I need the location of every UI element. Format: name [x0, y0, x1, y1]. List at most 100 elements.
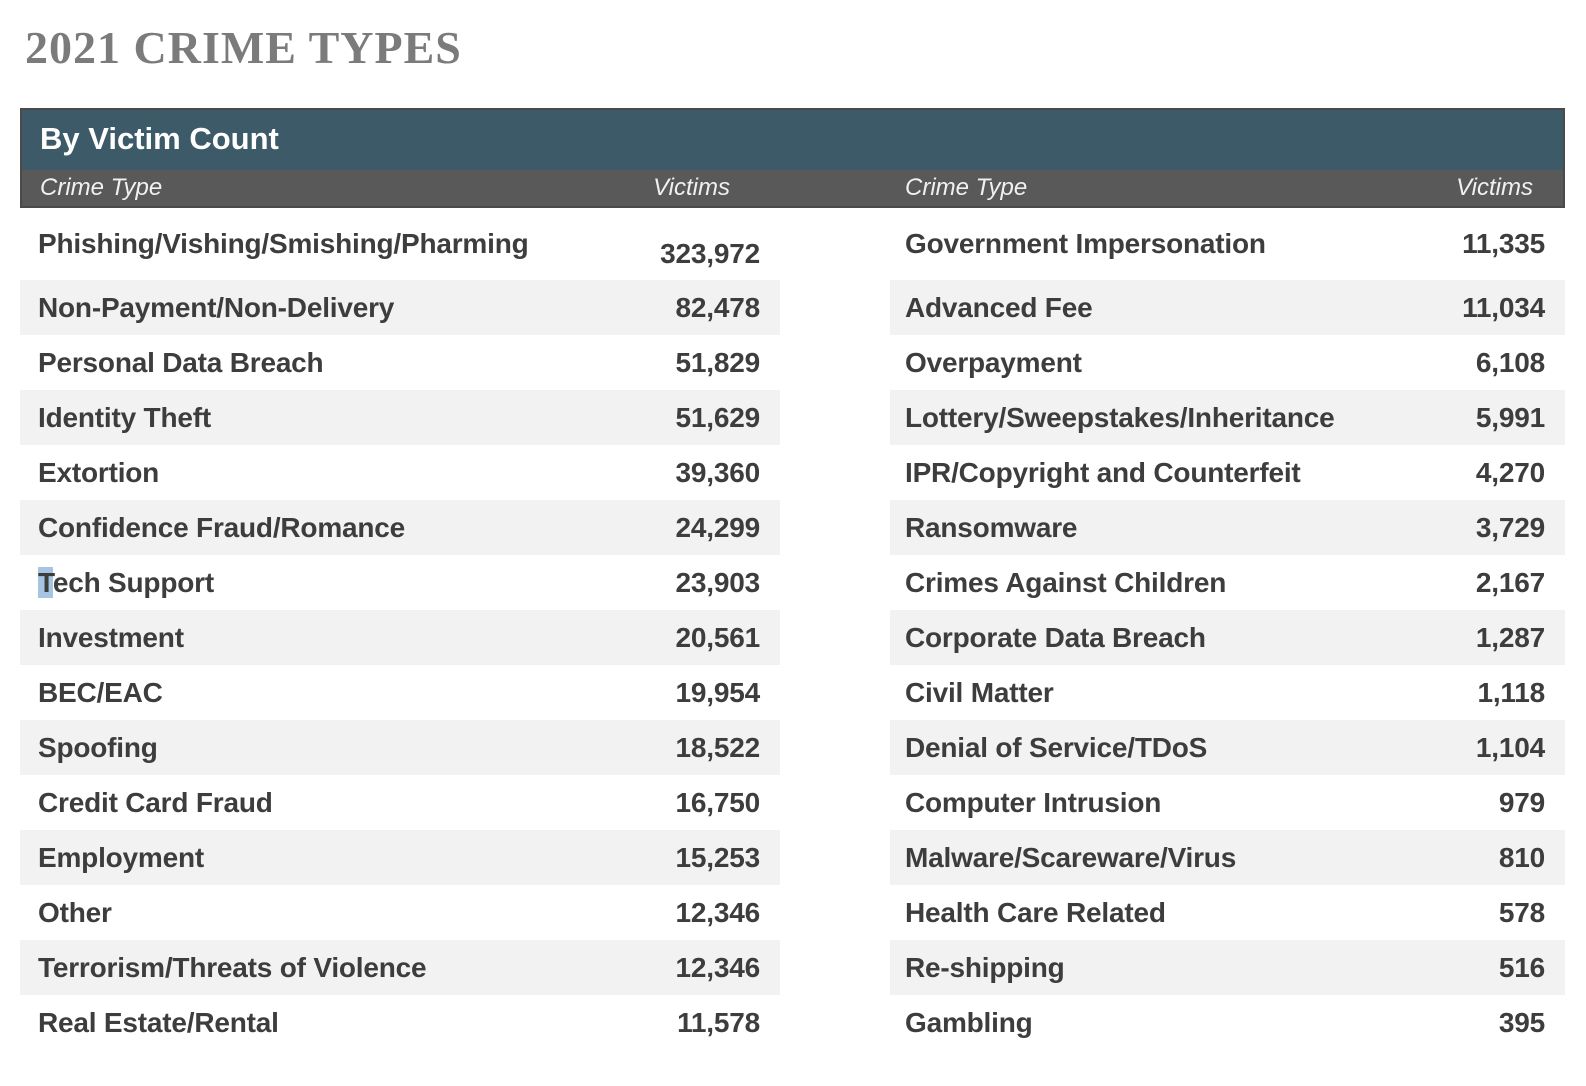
table-row: Health Care Related 578 [890, 885, 1565, 940]
victims-cell: 39,360 [675, 456, 761, 488]
crime-type-cell: Extortion [38, 456, 160, 488]
victims-cell: 810 [1498, 841, 1545, 873]
table-row: Overpayment 6,108 [890, 335, 1565, 390]
crime-type-cell: Advanced Fee [905, 291, 1093, 323]
crime-type-cell: Real Estate/Rental [38, 1006, 279, 1038]
crime-type-cell: Overpayment [905, 346, 1082, 378]
crime-type-cell: Lottery/Sweepstakes/Inheritance [905, 401, 1335, 433]
crime-type-cell: Investment [38, 621, 184, 653]
victims-cell: 2,167 [1475, 566, 1545, 598]
table-row: Tech Support 23,903 [20, 555, 780, 610]
victims-cell: 16,750 [675, 786, 761, 818]
victims-cell: 323,972 [660, 238, 760, 269]
crime-type-header-left: Crime Type [40, 174, 163, 201]
victims-cell: 6,108 [1475, 346, 1545, 378]
table-row: Advanced Fee 11,034 [890, 280, 1565, 335]
crime-type-cell: Gambling [905, 1006, 1033, 1038]
victims-cell: 12,346 [675, 896, 761, 928]
victims-cell: 1,118 [1477, 676, 1545, 708]
victims-cell: 11,578 [677, 1006, 760, 1038]
victims-cell: 395 [1498, 1006, 1545, 1038]
crime-type-cell: BEC/EAC [38, 676, 163, 708]
victims-cell: 979 [1498, 786, 1545, 818]
table-row: Crimes Against Children 2,167 [890, 555, 1565, 610]
right-column-headers: Crime Type Victims [890, 174, 1563, 202]
victims-cell: 11,335 [1462, 228, 1545, 259]
victims-cell: 3,729 [1475, 511, 1545, 543]
table-banner: By Victim Count [22, 110, 1563, 170]
column-header-row: Crime Type Victims Crime Type Victims [22, 170, 1563, 206]
crime-type-cell: Credit Card Fraud [38, 786, 273, 818]
crime-type-cell: Malware/Scareware/Virus [905, 841, 1237, 873]
victims-cell: 24,299 [675, 511, 761, 543]
crime-type-cell: Government Impersonation [905, 228, 1266, 259]
table-row: Employment 15,253 [20, 830, 780, 885]
crime-type-cell: Ransomware [905, 511, 1078, 543]
table-row: Lottery/Sweepstakes/Inheritance 5,991 [890, 390, 1565, 445]
crime-type-cell: Computer Intrusion [905, 786, 1162, 818]
right-table-column: Government Impersonation 11,335 Advanced F… [890, 208, 1565, 1050]
victims-cell: 82,478 [675, 291, 761, 323]
table-row: BEC/EAC 19,954 [20, 665, 780, 720]
victims-header-right: Victims [1456, 174, 1533, 201]
victims-cell: 1,104 [1475, 731, 1545, 763]
crime-type-cell: Identity Theft [38, 401, 211, 433]
crime-type-cell: Other [38, 896, 112, 928]
victims-cell: 19,954 [675, 676, 761, 708]
table-row: Civil Matter 1,118 [890, 665, 1565, 720]
table-row: Credit Card Fraud 16,750 [20, 775, 780, 830]
table-row: Ransomware 3,729 [890, 500, 1565, 555]
table-row: Investment 20,561 [20, 610, 780, 665]
table-row: IPR/Copyright and Counterfeit 4,270 [890, 445, 1565, 500]
page-title: 2021 CRIME TYPES [25, 22, 462, 73]
table-row: Non-Payment/Non-Delivery 82,478 [20, 280, 780, 335]
victims-cell: 12,346 [675, 951, 761, 983]
crime-type-cell: Personal Data Breach [38, 346, 324, 378]
victims-cell: 578 [1498, 896, 1545, 928]
victims-cell: 18,522 [675, 731, 761, 763]
table-row: Phishing/Vishing/Smishing/Pharming 323,97… [20, 208, 780, 280]
crime-type-cell: IPR/Copyright and Counterfeit [905, 456, 1301, 488]
table-row: Confidence Fraud/Romance 24,299 [20, 500, 780, 555]
text-selection-highlight: T [38, 566, 53, 598]
table-row: Personal Data Breach 51,829 [20, 335, 780, 390]
crime-type-cell: Confidence Fraud/Romance [38, 511, 406, 543]
table-row: Denial of Service/TDoS 1,104 [890, 720, 1565, 775]
crime-type-cell: Phishing/Vishing/Smishing/Pharming [38, 228, 529, 259]
victims-cell: 15,253 [675, 841, 761, 873]
table-row: Gambling 395 [890, 995, 1565, 1050]
table-row: Spoofing 18,522 [20, 720, 780, 775]
crime-type-cell: Re-shipping [905, 951, 1065, 983]
victims-cell: 5,991 [1475, 401, 1545, 433]
crime-type-cell: Corporate Data Breach [905, 621, 1206, 653]
crime-type-cell: Civil Matter [905, 676, 1054, 708]
table-row: Malware/Scareware/Virus 810 [890, 830, 1565, 885]
victims-cell: 23,903 [675, 566, 761, 598]
victims-cell: 20,561 [675, 621, 761, 653]
left-column-headers: Crime Type Victims [22, 174, 780, 202]
victims-cell: 516 [1498, 951, 1545, 983]
table-row: Real Estate/Rental 11,578 [20, 995, 780, 1050]
table-row: Corporate Data Breach 1,287 [890, 610, 1565, 665]
crime-type-cell: Non-Payment/Non-Delivery [38, 291, 395, 323]
crime-type-cell: Terrorism/Threats of Violence [38, 951, 427, 983]
victims-cell: 4,270 [1475, 456, 1545, 488]
crime-type-cell: Spoofing [38, 731, 158, 763]
crime-type-cell: Health Care Related [905, 896, 1166, 928]
table-row: Computer Intrusion 979 [890, 775, 1565, 830]
victim-count-table: By Victim Count Crime Type Victims Crime… [20, 108, 1565, 1050]
table-row: Extortion 39,360 [20, 445, 780, 500]
table-header-block: By Victim Count Crime Type Victims Crime… [20, 108, 1565, 208]
table-row: Re-shipping 516 [890, 940, 1565, 995]
table-row: Other 12,346 [20, 885, 780, 940]
victims-cell: 51,829 [675, 346, 761, 378]
victims-header-left: Victims [653, 174, 730, 201]
crime-type-cell: Crimes Against Children [905, 566, 1227, 598]
table-row: Government Impersonation 11,335 [890, 208, 1565, 280]
crime-type-cell: Denial of Service/TDoS [905, 731, 1208, 763]
victims-cell: 11,034 [1462, 291, 1545, 323]
table-body: Phishing/Vishing/Smishing/Pharming 323,97… [20, 208, 1565, 1050]
crime-type-cell: Tech Support [38, 566, 214, 598]
victims-cell: 51,629 [675, 401, 761, 433]
victims-cell: 1,287 [1475, 621, 1545, 653]
